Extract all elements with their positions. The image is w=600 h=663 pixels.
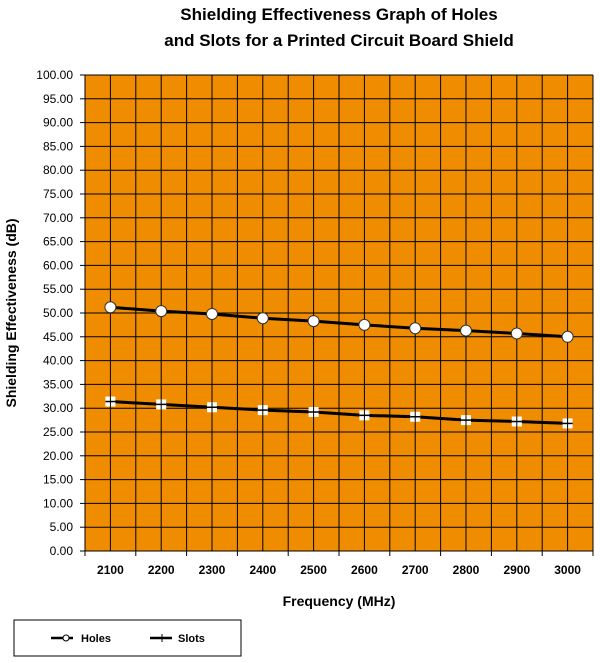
legend-slots-label: Slots	[178, 633, 205, 645]
y-tick-label: 35.00	[43, 377, 73, 391]
data-point-holes	[358, 318, 371, 331]
x-axis-label: Frequency (MHz)	[283, 593, 396, 609]
data-point-holes	[460, 324, 472, 337]
y-tick-label: 80.00	[43, 163, 73, 177]
data-point-slots	[207, 402, 217, 413]
data-point-holes	[561, 330, 574, 343]
data-point-slots	[359, 410, 370, 421]
legend: Holes Slots	[13, 619, 242, 657]
chart-title-line1: Shielding Effectiveness Graph of Holes	[180, 5, 497, 24]
chart-title-line2: and Slots for a Printed Circuit Board Sh…	[164, 31, 514, 50]
data-point-slots	[257, 405, 268, 416]
x-tick-label: 3000	[554, 563, 581, 577]
y-tick-label: 70.00	[43, 211, 73, 225]
data-point-slots	[105, 396, 116, 407]
x-tick-label: 2600	[351, 563, 378, 577]
y-tick-label: 15.00	[43, 473, 73, 487]
y-tick-label: 40.00	[43, 354, 73, 368]
data-point-holes	[307, 315, 320, 328]
y-tick-label: 95.00	[43, 92, 73, 106]
x-tick-label: 2800	[453, 563, 480, 577]
y-tick-label: 60.00	[43, 258, 73, 272]
y-tick-label: 100.00	[36, 68, 73, 82]
data-point-slots	[308, 407, 319, 418]
y-tick-label: 20.00	[43, 449, 73, 463]
y-tick-label: 55.00	[43, 282, 73, 296]
series-line-holes	[110, 305, 568, 339]
y-axis-label: Shielding Effectiveness (dB)	[3, 218, 19, 407]
y-tick-label: 5.00	[50, 520, 74, 534]
y-tick-label: 45.00	[43, 330, 73, 344]
y-tick-label: 65.00	[43, 235, 73, 249]
x-tick-label: 2900	[503, 563, 530, 577]
data-point-holes	[256, 312, 269, 325]
y-tick-label: 85.00	[43, 139, 73, 153]
data-point-holes	[104, 301, 117, 314]
series-group	[104, 301, 574, 429]
y-tick-label: 30.00	[43, 401, 73, 415]
x-axis: 2100 2200 2300 2400 2500 2600 2700 2800 2900 3000	[84, 550, 594, 577]
data-point-holes	[409, 322, 422, 335]
x-tick-label: 2700	[402, 563, 429, 577]
legend-holes-label: Holes	[81, 633, 111, 645]
data-point-holes	[206, 307, 218, 320]
x-tick-label: 2400	[249, 563, 276, 577]
data-point-holes	[155, 305, 168, 318]
data-point-slots	[511, 416, 522, 427]
x-tick-label: 2100	[97, 563, 124, 577]
y-tick-label: 90.00	[43, 116, 73, 130]
data-point-slots	[156, 399, 167, 410]
y-axis: 0.00 5.00 10.00 15.00 20.00 25.00 30.00 35.00 40…	[36, 68, 86, 558]
x-tick-label: 2200	[148, 563, 175, 577]
y-tick-label: 0.00	[50, 544, 74, 558]
data-point-slots	[410, 411, 421, 422]
y-tick-label: 10.00	[43, 496, 73, 510]
legend-box	[13, 619, 242, 657]
y-tick-label: 75.00	[43, 187, 73, 201]
series-line-slots	[110, 400, 568, 425]
y-tick-label: 25.00	[43, 425, 73, 439]
x-tick-label: 2500	[300, 563, 327, 577]
data-point-holes	[510, 327, 523, 340]
data-point-slots	[461, 415, 471, 426]
x-tick-label: 2300	[199, 563, 226, 577]
y-tick-label: 50.00	[43, 306, 73, 320]
data-point-slots	[562, 418, 573, 429]
legend-holes-marker	[62, 634, 70, 642]
